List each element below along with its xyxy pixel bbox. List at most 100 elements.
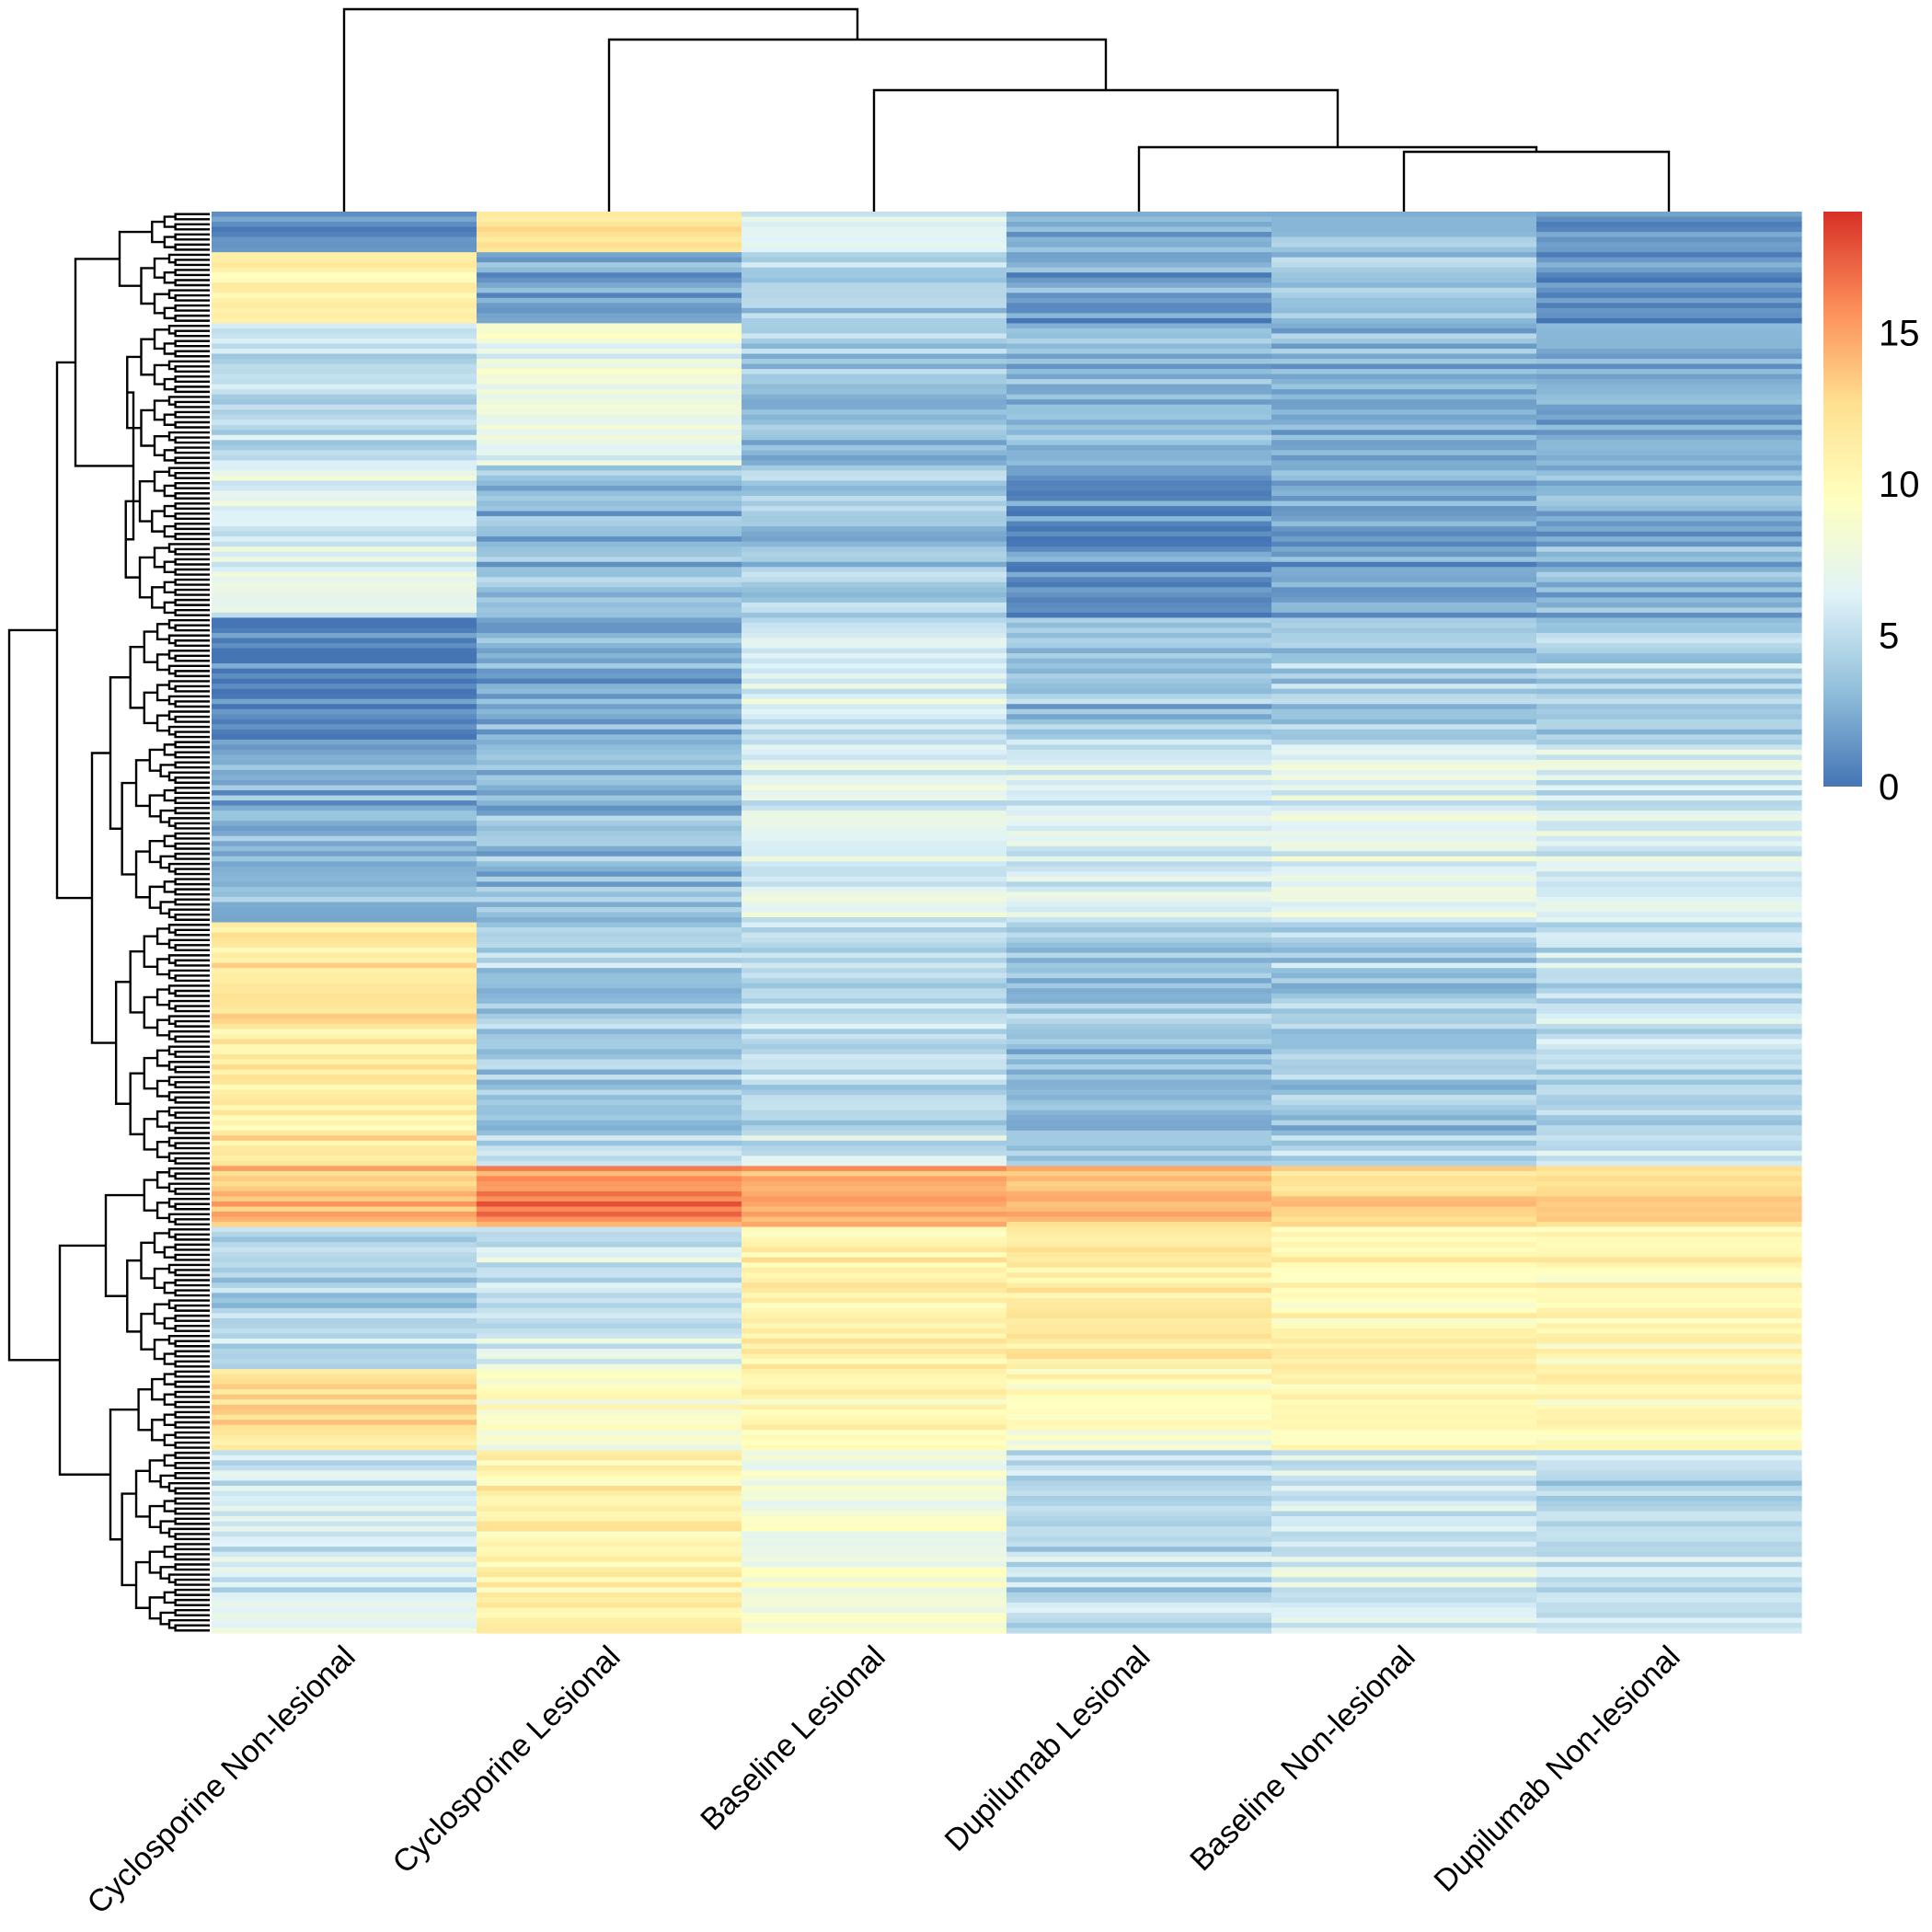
dendrogram-branch <box>174 868 210 876</box>
heatmap-cell <box>1006 1003 1272 1009</box>
dendrogram-branch <box>143 1118 158 1151</box>
heatmap-cell <box>212 1526 477 1533</box>
heatmap-cell <box>742 470 1007 477</box>
heatmap-cell <box>1006 1602 1272 1609</box>
heatmap-cell <box>742 1404 1007 1410</box>
dendrogram-branch <box>163 377 176 391</box>
heatmap-cell <box>742 1018 1007 1025</box>
heatmap-cell <box>1271 480 1537 487</box>
heatmap-cell <box>212 1399 477 1406</box>
heatmap-cell <box>1006 1363 1272 1370</box>
heatmap-cell <box>1006 1008 1272 1015</box>
heatmap-cell <box>1271 1212 1537 1218</box>
heatmap-cell <box>742 780 1007 787</box>
heatmap-cell <box>477 851 742 857</box>
heatmap-cell <box>742 297 1007 304</box>
dendrogram-branch <box>174 1096 210 1104</box>
heatmap-cell <box>742 1226 1007 1233</box>
heatmap-cell <box>1006 1307 1272 1314</box>
heatmap-cell <box>477 881 742 888</box>
heatmap-cell <box>1536 313 1802 319</box>
heatmap-cell <box>477 359 742 365</box>
heatmap-cell <box>1536 454 1802 461</box>
heatmap-cell <box>742 1571 1007 1578</box>
heatmap-cell <box>1536 734 1802 741</box>
heatmap-cell <box>477 780 742 787</box>
heatmap-cell <box>212 1120 477 1126</box>
dendrogram-branch <box>174 1304 210 1312</box>
heatmap-cell <box>1271 1475 1537 1482</box>
heatmap-cell <box>1006 394 1272 400</box>
heatmap-cell <box>212 1627 477 1634</box>
dendrogram-branch <box>163 484 176 498</box>
heatmap-cell <box>742 257 1007 263</box>
heatmap-cell <box>1006 694 1272 700</box>
heatmap-cell <box>477 632 742 639</box>
heatmap-cell <box>742 876 1007 882</box>
heatmap-cell <box>1271 1170 1537 1177</box>
heatmap-cell <box>1006 871 1272 878</box>
heatmap-cell <box>1006 1293 1272 1299</box>
heatmap-cell <box>1536 1079 1802 1086</box>
heatmap-cell <box>1006 516 1272 523</box>
dendrogram-branch <box>174 471 210 479</box>
heatmap-cell <box>1006 1180 1272 1188</box>
heatmap-cell <box>742 1444 1007 1451</box>
heatmap-cell <box>742 1379 1007 1386</box>
heatmap-cell <box>1006 1511 1272 1517</box>
heatmap-cell <box>1271 622 1537 629</box>
heatmap-cell <box>212 571 477 578</box>
heatmap-cell <box>1271 983 1537 989</box>
heatmap-cell <box>212 1394 477 1400</box>
heatmap-cell <box>1271 1262 1537 1269</box>
heatmap-cell <box>1536 1130 1802 1136</box>
heatmap-cell <box>742 1531 1007 1537</box>
heatmap-cell <box>742 1420 1007 1426</box>
heatmap-cell <box>1006 1242 1272 1248</box>
heatmap-cell <box>1271 1627 1537 1634</box>
heatmap-cell <box>1536 1293 1802 1299</box>
heatmap-cell <box>212 496 477 502</box>
heatmap-cell <box>1271 607 1537 614</box>
heatmap-cell <box>742 719 1007 725</box>
heatmap-cell <box>477 724 742 730</box>
heatmap-cell <box>212 1105 477 1111</box>
dendrogram-branch <box>74 258 133 467</box>
dendrogram-branch <box>163 413 176 426</box>
heatmap-cell <box>1536 1455 1802 1461</box>
heatmap-cell <box>212 277 477 283</box>
heatmap-cell <box>1006 470 1272 477</box>
heatmap-cell <box>742 1085 1007 1091</box>
heatmap-cell <box>742 1196 1007 1202</box>
heatmap-cell <box>212 1338 477 1345</box>
heatmap-cell <box>742 1547 1007 1553</box>
heatmap-cell <box>477 1384 742 1390</box>
dendrogram-branch <box>163 1500 176 1512</box>
heatmap-cell <box>742 1627 1007 1634</box>
heatmap-cell <box>1006 1257 1272 1263</box>
heatmap-cell <box>1271 1399 1537 1406</box>
heatmap-cell <box>1006 1328 1272 1335</box>
heatmap-cell <box>1536 765 1802 771</box>
heatmap-cell <box>212 968 477 974</box>
heatmap-cell <box>1006 369 1272 375</box>
dendrogram-branch <box>148 1550 165 1574</box>
heatmap-cell <box>742 714 1007 720</box>
heatmap-cell <box>477 577 742 583</box>
heatmap-cell <box>212 1206 477 1213</box>
heatmap-cell <box>477 1323 742 1329</box>
heatmap-cell <box>212 1547 477 1553</box>
heatmap-cell <box>212 1460 477 1466</box>
heatmap-cell <box>477 1160 742 1167</box>
heatmap-cell <box>1536 460 1802 466</box>
heatmap-cell <box>742 1414 1007 1420</box>
heatmap-cell <box>1271 1190 1537 1198</box>
dendrogram-branch <box>174 1340 210 1348</box>
heatmap-cell <box>1271 962 1537 969</box>
heatmap-cell <box>1006 856 1272 862</box>
heatmap-cell <box>742 749 1007 756</box>
heatmap-cell <box>212 1420 477 1426</box>
heatmap-cell <box>212 1470 477 1477</box>
heatmap-cell <box>742 1323 1007 1329</box>
heatmap-cell <box>742 1317 1007 1325</box>
